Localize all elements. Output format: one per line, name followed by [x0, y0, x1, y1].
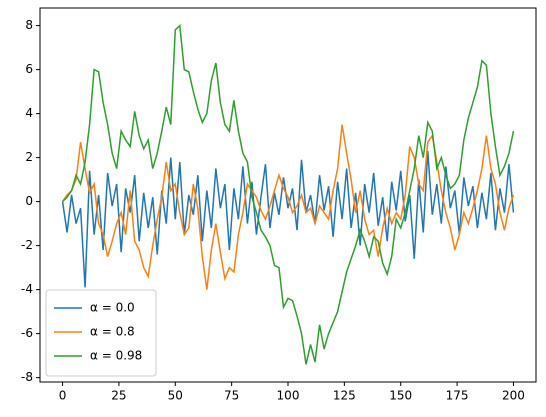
series-line [61, 150, 515, 288]
y-tick-label: -6 [21, 326, 33, 340]
series-line [61, 124, 515, 290]
x-tick-label: 100 [277, 389, 300, 403]
x-tick-label: 75 [224, 389, 239, 403]
x-tick-label: 0 [59, 389, 67, 403]
y-tick-label: -4 [21, 282, 33, 296]
y-tick-label: 0 [25, 194, 33, 208]
x-tick-label: 175 [446, 389, 469, 403]
y-tick-label: -2 [21, 238, 33, 252]
legend-label: α = 0.8 [90, 325, 135, 339]
legend-label: α = 0.0 [90, 301, 135, 315]
series-line [62, 23, 515, 365]
legend-label: α = 0.98 [90, 349, 142, 363]
y-tick-label: 4 [25, 106, 33, 120]
legend-box [45, 289, 157, 377]
x-tick-label: 125 [333, 389, 356, 403]
y-tick-label: 8 [25, 18, 33, 32]
x-tick-label: 50 [168, 389, 183, 403]
y-tick-label: -8 [21, 370, 33, 384]
plot-area [39, 7, 537, 383]
x-tick-label: 25 [111, 389, 126, 403]
x-tick-label: 200 [502, 389, 525, 403]
y-tick-label: 6 [25, 62, 33, 76]
y-tick-label: 2 [25, 150, 33, 164]
x-tick-label: 150 [389, 389, 412, 403]
